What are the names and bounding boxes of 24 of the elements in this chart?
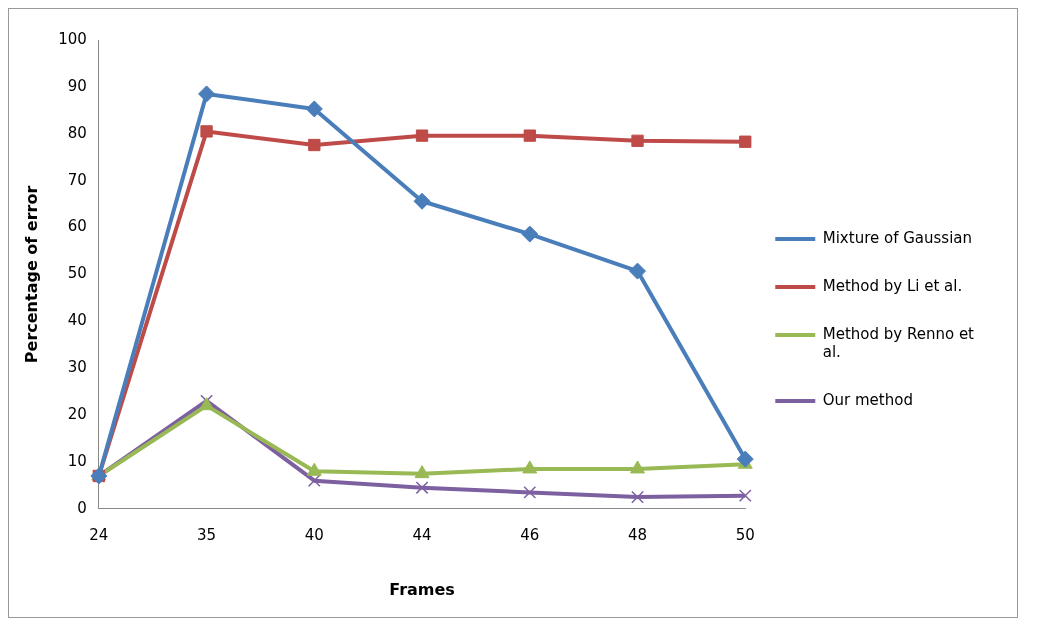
y-tick-label: 90: [67, 76, 87, 95]
y-tick-label: 50: [67, 264, 87, 283]
legend-label: Our method: [822, 390, 913, 409]
x-tick-label: 50: [735, 525, 755, 544]
x-tick-label: 44: [412, 525, 432, 544]
y-tick-label: 70: [67, 170, 87, 189]
y-tick-label: 60: [67, 217, 87, 236]
x-tick-label: 48: [627, 525, 648, 544]
y-tick-label: 0: [77, 498, 87, 517]
legend-label: Mixture of Gaussian: [822, 228, 973, 247]
legend-label: Method by Li et al.: [822, 276, 963, 295]
y-tick-label: 100: [58, 29, 87, 48]
x-tick-label: 35: [197, 525, 217, 544]
legend-label: Method by Renno et al.: [822, 324, 975, 361]
x-tick-label: 24: [89, 525, 109, 544]
x-tick-label: 46: [520, 525, 540, 544]
y-tick-label: 30: [67, 358, 87, 377]
y-axis-title: Percentage of error: [21, 185, 41, 364]
x-axis-title: Frames: [389, 579, 455, 599]
x-tick-label: 40: [304, 525, 324, 544]
y-tick-label: 80: [67, 123, 87, 142]
y-tick-label: 10: [67, 451, 87, 470]
y-tick-label: 40: [67, 311, 87, 330]
y-tick-label: 20: [67, 404, 87, 423]
